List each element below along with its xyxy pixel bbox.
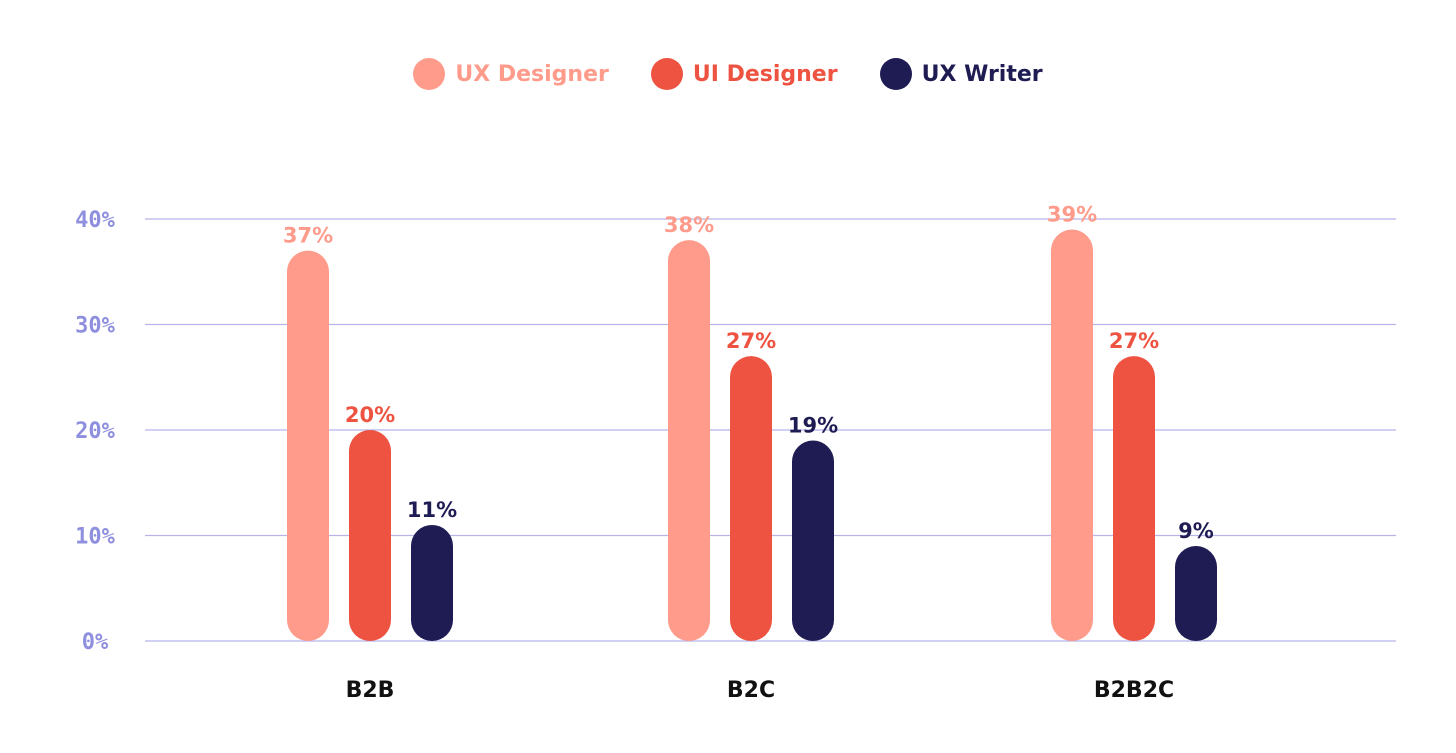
bar-value-label: 27% (726, 329, 776, 353)
y-tick-label: 0% (82, 630, 109, 655)
y-tick-label: 40% (75, 208, 115, 233)
bar-value-label: 20% (345, 403, 395, 427)
x-category-label: B2B2C (1094, 678, 1174, 703)
bar (1051, 229, 1093, 642)
legend-item-ux-writer: UX Writer (879, 58, 1043, 90)
bar-value-label: 38% (664, 213, 714, 237)
bar-value-label: 27% (1109, 329, 1159, 353)
bar (349, 430, 391, 641)
legend-label-ux-designer: UX Designer (455, 61, 609, 87)
legend-swatch-ux-writer (879, 58, 912, 90)
legend-item-ux-designer: UX Designer (413, 58, 609, 90)
y-tick-label: 20% (75, 419, 115, 444)
bar-value-label: 37% (283, 224, 333, 248)
bar-value-label: 19% (788, 414, 838, 438)
y-tick-label: 30% (75, 314, 115, 339)
legend-label-ux-writer: UX Writer (921, 61, 1043, 87)
x-category-label: B2B (346, 678, 395, 703)
y-tick-label: 10% (75, 525, 115, 550)
legend-swatch-ui-designer (650, 58, 683, 90)
bar (668, 240, 710, 641)
legend-swatch-ux-designer (413, 58, 446, 90)
bar-value-label: 9% (1178, 519, 1214, 543)
bar (1175, 546, 1217, 641)
bar (287, 250, 329, 641)
chart-legend: UX Designer UI Designer UX Writer (0, 52, 1456, 96)
bar (411, 524, 453, 641)
bar-value-label: 11% (407, 498, 457, 522)
x-category-label: B2C (727, 678, 775, 703)
bar (1113, 356, 1155, 641)
bar (730, 356, 772, 641)
legend-label-ui-designer: UI Designer (692, 61, 838, 87)
legend-item-ui-designer: UI Designer (650, 58, 838, 90)
bar (792, 440, 834, 641)
bar-value-label: 39% (1047, 203, 1097, 227)
